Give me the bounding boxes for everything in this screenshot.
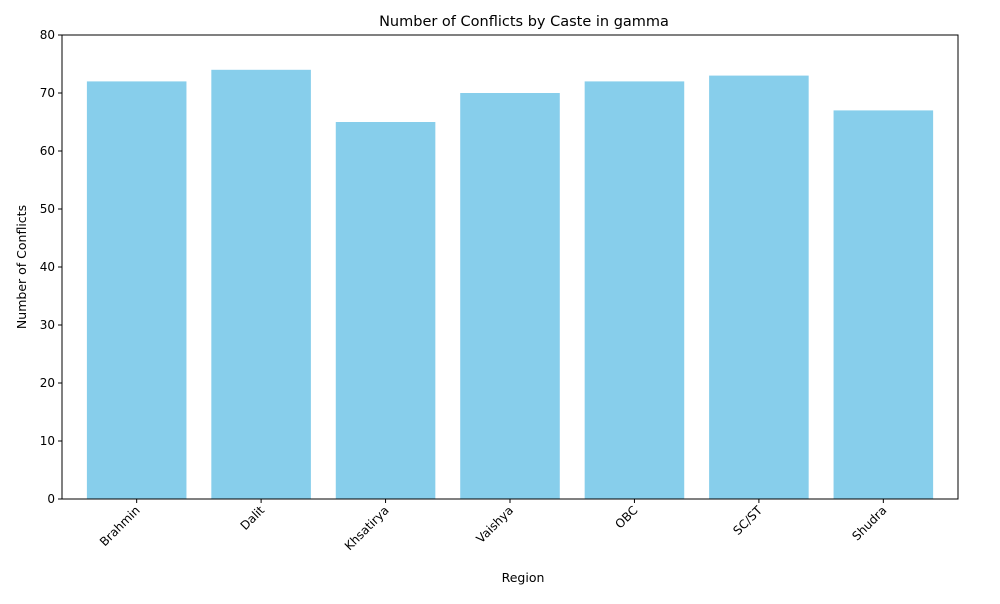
y-axis-label: Number of Conflicts xyxy=(14,205,29,329)
y-tick-label: 70 xyxy=(40,86,55,100)
x-tick-label: OBC xyxy=(612,503,640,531)
x-axis: Brahmin Dalit Khsatirya Vaishya OBC SC/ST Shud… xyxy=(97,499,889,553)
y-tick-label: 60 xyxy=(40,144,55,158)
y-tick-label: 30 xyxy=(40,318,55,332)
x-tick-label: Brahmin xyxy=(97,503,143,549)
y-tick-label: 50 xyxy=(40,202,55,216)
bars xyxy=(86,69,934,500)
bar-shudra xyxy=(833,110,934,500)
y-tick-label: 40 xyxy=(40,260,55,274)
x-tick-label: Shudra xyxy=(849,503,889,543)
bar-obc xyxy=(584,81,685,500)
y-tick-label: 20 xyxy=(40,376,55,390)
y-tick-label: 10 xyxy=(40,434,55,448)
y-tick-label: 0 xyxy=(47,492,55,506)
x-tick-label: SC/ST xyxy=(730,503,765,538)
bar-brahmin xyxy=(86,81,187,500)
y-tick-label: 80 xyxy=(40,28,55,42)
bar-sc-st xyxy=(709,75,809,499)
y-axis: 0 10 20 30 40 50 60 70 80 xyxy=(40,28,62,506)
bar-vaishya xyxy=(460,93,560,499)
x-tick-label: Dalit xyxy=(238,503,268,533)
chart-title: Number of Conflicts by Caste in gamma xyxy=(379,14,669,30)
plot-frame xyxy=(61,34,959,500)
bar-dalit xyxy=(211,69,311,500)
x-tick-label: Vaishya xyxy=(473,503,516,546)
bar-khsatirya xyxy=(335,122,436,499)
x-tick-label: Khsatirya xyxy=(342,503,392,553)
x-axis-label: Region xyxy=(502,570,545,585)
